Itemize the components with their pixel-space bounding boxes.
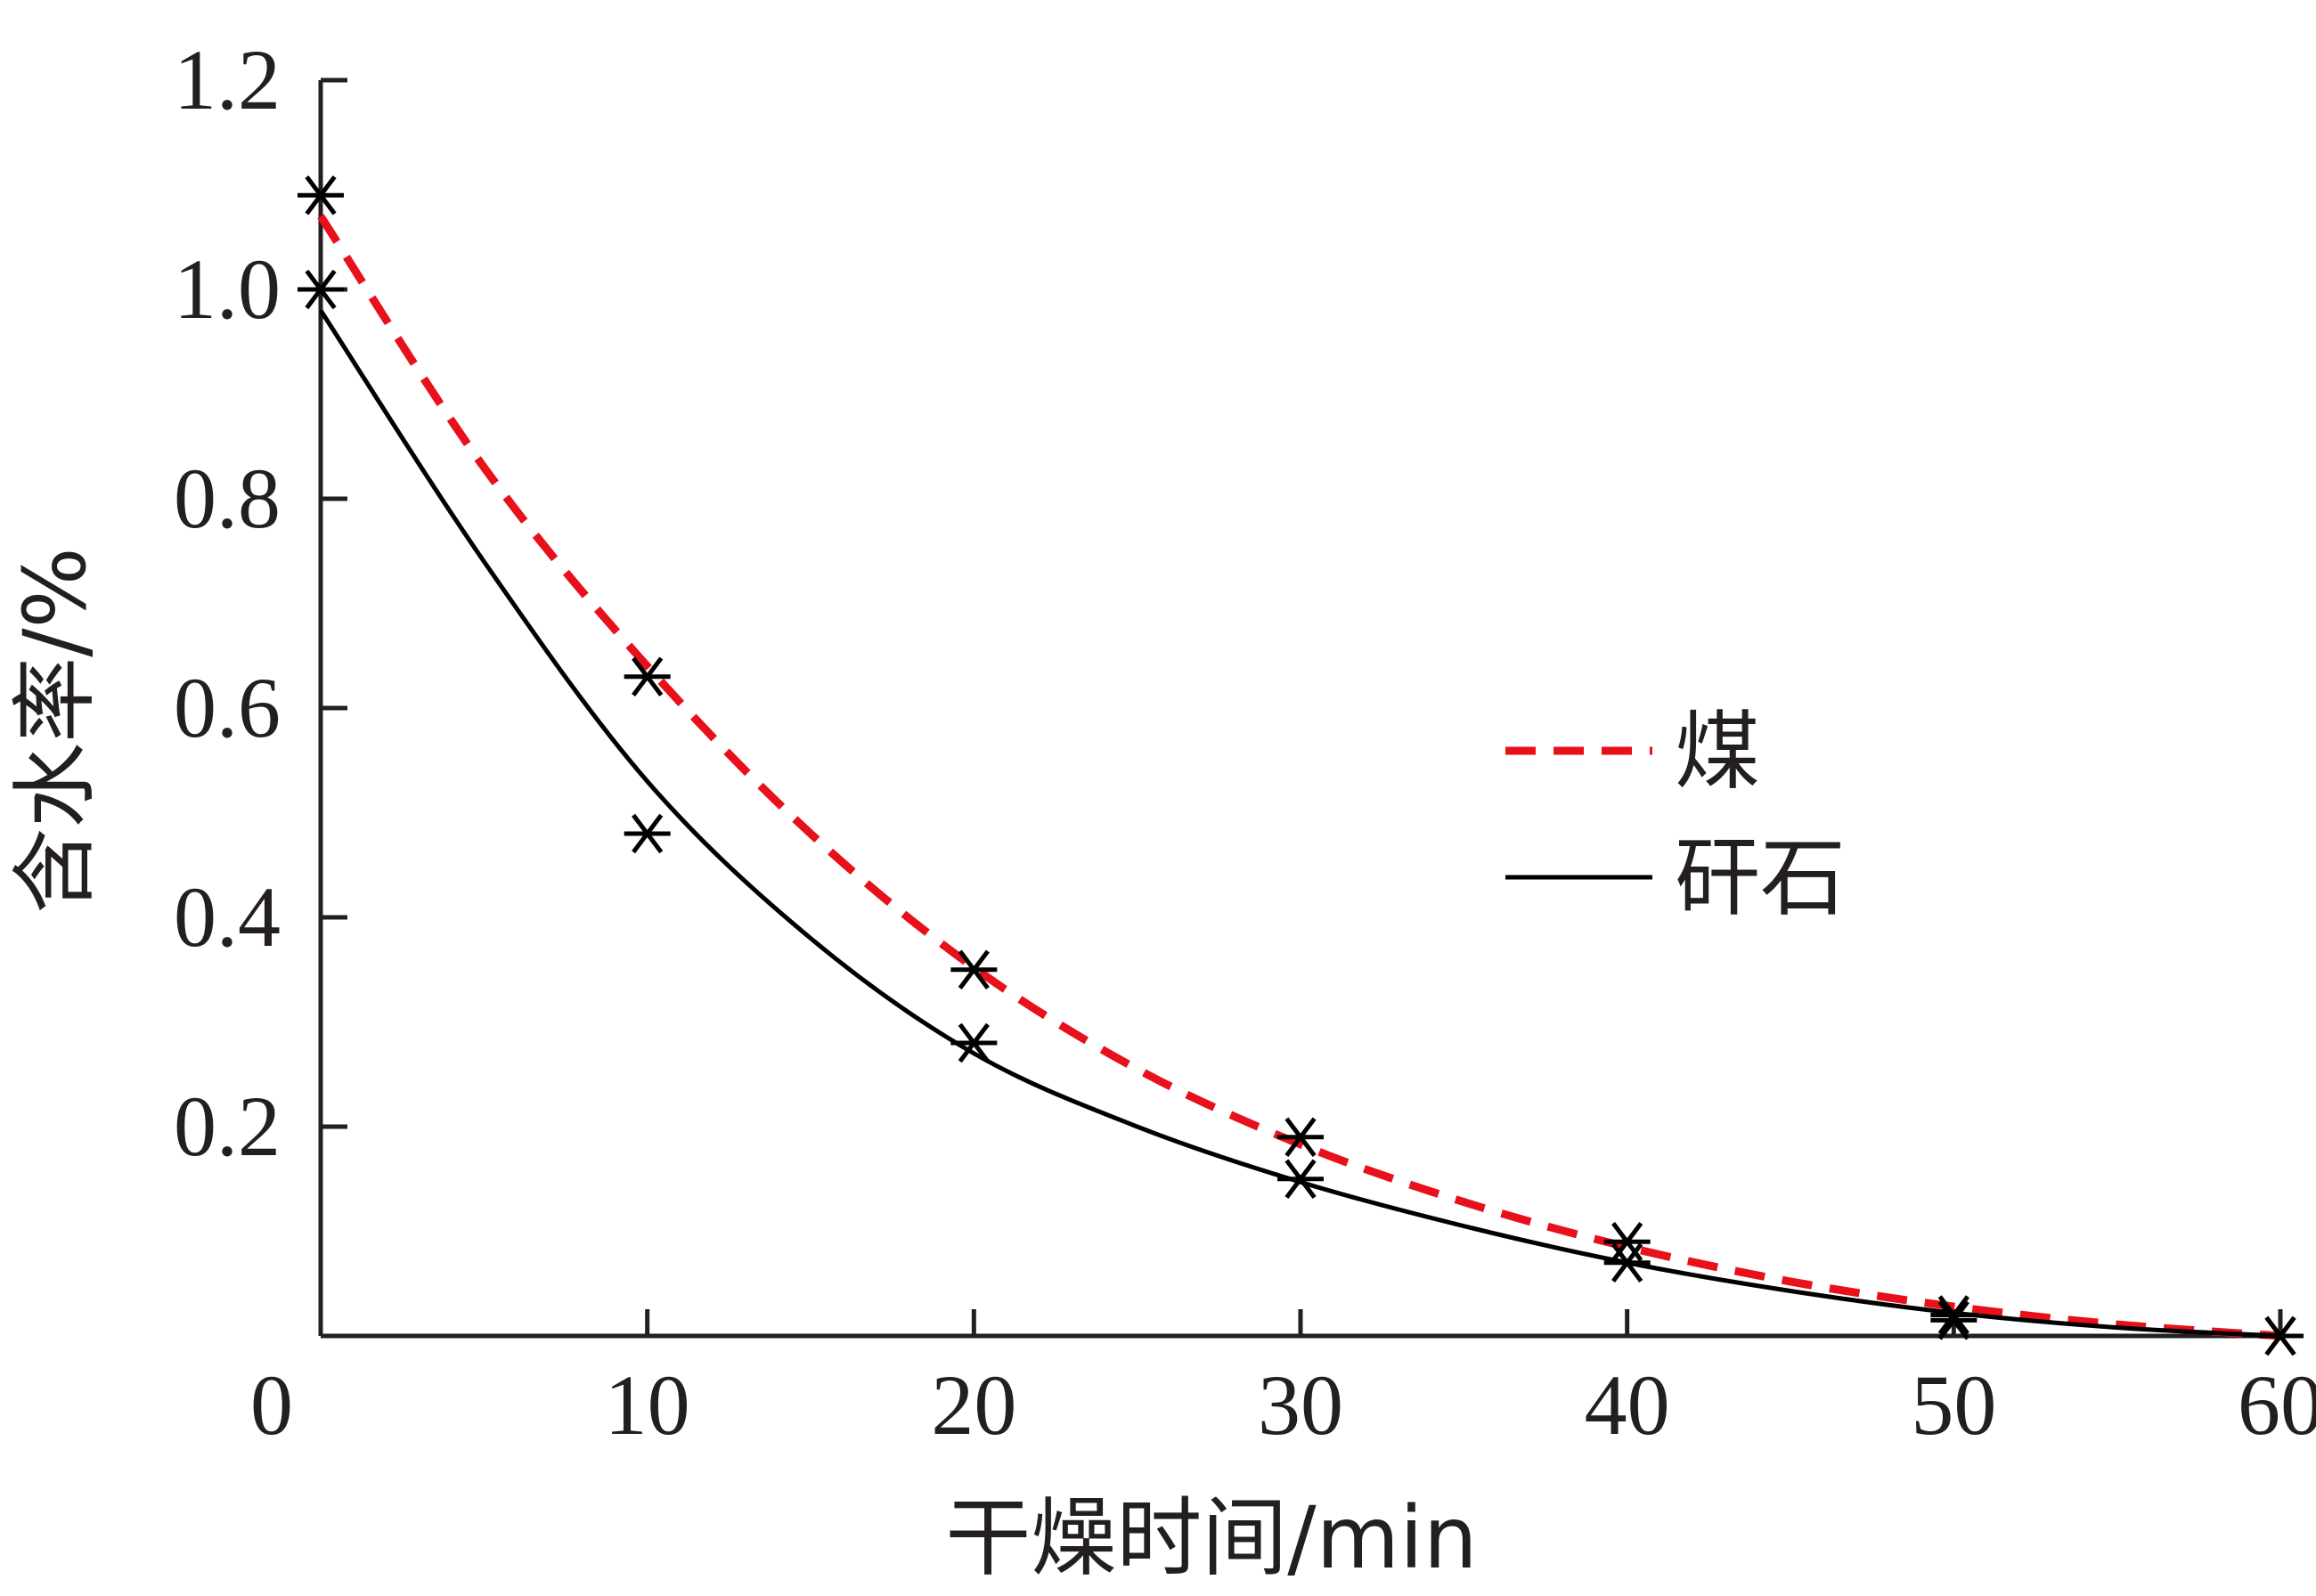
data-point-gangue	[2257, 1315, 2304, 1356]
data-point-coal	[1277, 1117, 1324, 1158]
data-point-gangue	[298, 269, 344, 310]
data-point-gangue	[624, 813, 671, 854]
y-tick-label: 0.2	[174, 1079, 281, 1174]
data-point-coal	[950, 949, 998, 990]
series-line-coal	[317, 214, 2281, 1340]
y-tick-label: 1.0	[174, 241, 281, 337]
y-tick-label: 0.6	[174, 660, 281, 755]
data-point-gangue	[1603, 1242, 1651, 1283]
y-tick-label: 0.8	[174, 451, 281, 546]
data-point-gangue	[1277, 1159, 1324, 1200]
x-tick-label: 10	[605, 1357, 690, 1453]
data-point-coal	[298, 175, 344, 216]
series-line-gangue	[318, 309, 2281, 1339]
y-tick-label: 0.4	[174, 869, 281, 965]
ticks: 0 10 20 30 40 50 60 0.2 0.4 0.6 0.8 1.0 1.2	[174, 32, 2316, 1453]
fit-curves	[317, 214, 2281, 1340]
legend-label-coal: 煤	[1675, 702, 1760, 802]
y-axis-title: 含水率/%	[5, 547, 105, 914]
x-tick-label: 0	[250, 1357, 293, 1453]
x-tick-label: 30	[1258, 1357, 1343, 1453]
data-point-coal	[1603, 1221, 1651, 1262]
x-tick-label: 60	[2238, 1357, 2316, 1453]
x-tick-label: 20	[931, 1357, 1016, 1453]
x-tick-label: 50	[1911, 1357, 1996, 1453]
y-tick-label: 1.2	[174, 32, 281, 127]
data-markers	[298, 175, 2304, 1356]
data-point-gangue	[1930, 1300, 1978, 1340]
data-point-coal	[624, 656, 671, 697]
legend: 煤 矸石	[1505, 702, 1846, 928]
legend-label-gangue: 矸石	[1675, 828, 1846, 928]
x-tick-label: 40	[1585, 1357, 1670, 1453]
x-axis-title: 干燥时间/min	[945, 1488, 1477, 1588]
data-point-coal	[1930, 1295, 1978, 1335]
data-point-gangue	[950, 1022, 998, 1063]
